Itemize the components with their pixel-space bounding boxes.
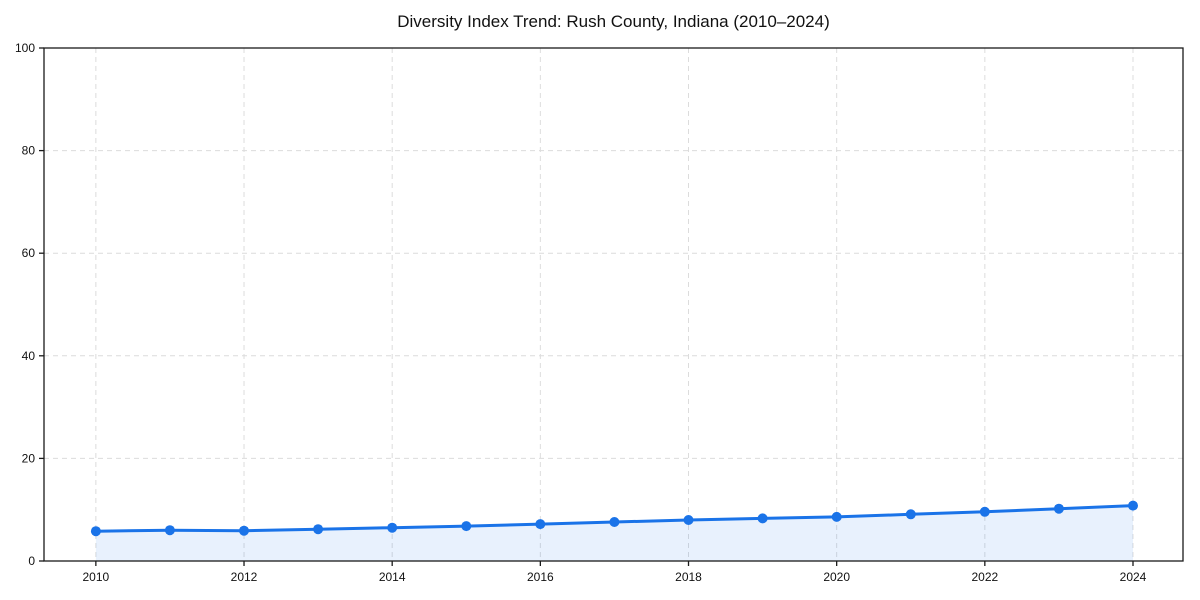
data-point-2014 [387,522,398,533]
data-point-2018 [683,515,694,525]
plot-border [43,47,1184,562]
y-tick-label: 20 [22,451,36,465]
data-point-2020 [831,511,842,522]
x-tick-label: 2020 [823,570,850,584]
data-point-2013 [313,524,324,535]
y-tick-label: 40 [22,349,36,363]
y-tick-label: 0 [28,554,35,568]
y-tick-label: 60 [22,246,36,260]
x-tick-label: 2016 [527,570,554,584]
x-tick-label: 2012 [231,570,258,584]
data-point-2021 [905,509,916,520]
area-fill [95,505,1133,561]
x-tick-label: 2022 [971,570,998,584]
data-point-2024 [1128,500,1138,511]
chart-title: Diversity Index Trend: Rush County, Indi… [397,12,830,31]
data-point-2012 [239,525,249,536]
data-point-2019 [757,513,768,524]
data-point-2022 [979,506,990,517]
data-point-2016 [535,519,546,530]
data-point-2017 [609,517,620,527]
x-tick-label: 2014 [379,570,406,584]
x-tick-label: 2024 [1120,570,1147,584]
data-point-2010 [90,526,101,537]
data-point-2011 [164,525,175,536]
y-tick-label: 80 [22,144,36,158]
y-tick-label: 100 [15,41,35,55]
data-point-2015 [461,521,472,532]
x-tick-label: 2018 [675,570,702,584]
x-tick-label: 2010 [83,570,110,584]
data-point-2023 [1053,503,1064,514]
